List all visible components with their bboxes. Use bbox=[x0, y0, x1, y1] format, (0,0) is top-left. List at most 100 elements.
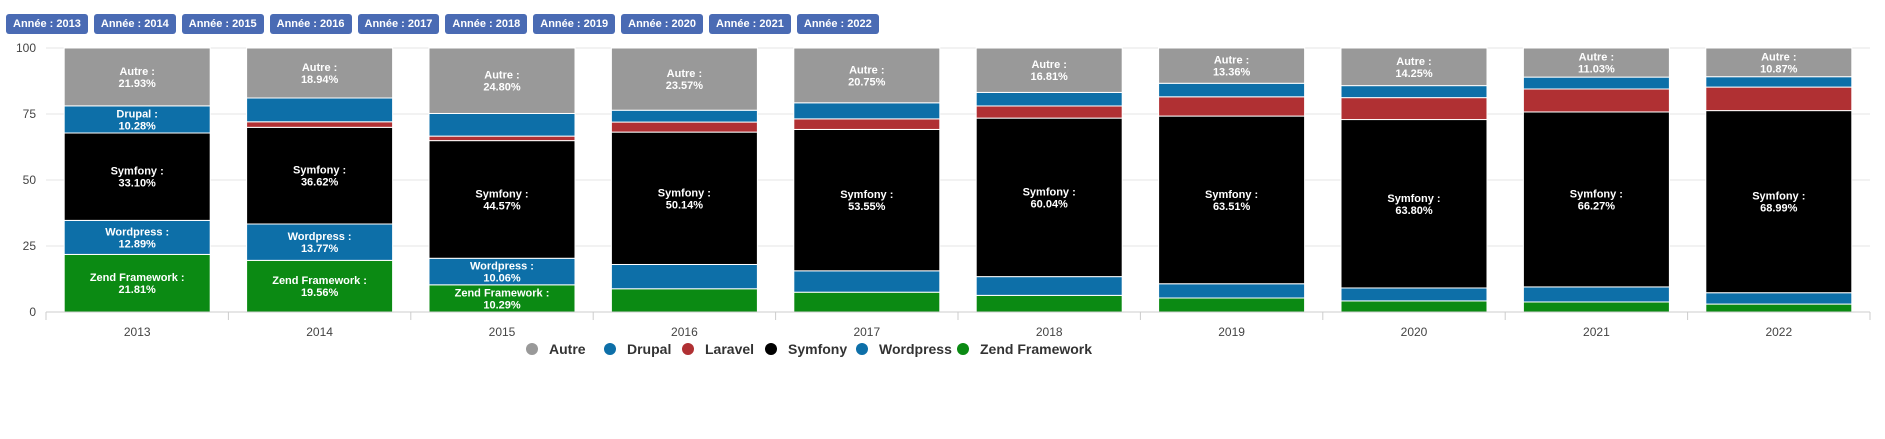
data-label: Symfony :50.14% bbox=[658, 187, 711, 211]
y-tick-label: 75 bbox=[23, 107, 37, 121]
bar-segment-laravel-2022[interactable] bbox=[1705, 86, 1853, 112]
legend-marker-zend-framework[interactable] bbox=[957, 343, 969, 355]
bar-segment-wordpress-2019[interactable] bbox=[1158, 283, 1306, 299]
bar-segment-drupal-2021[interactable] bbox=[1522, 76, 1670, 90]
data-label: Autre :16.81% bbox=[1031, 59, 1069, 83]
year-button-2017[interactable]: Année : 2017 bbox=[357, 14, 440, 34]
year-button-2019[interactable]: Année : 2019 bbox=[533, 14, 616, 34]
year-button-2016[interactable]: Année : 2016 bbox=[269, 14, 352, 34]
bar-segment-autre-2021[interactable] bbox=[1522, 47, 1670, 78]
bar-segment-wordpress-2022[interactable] bbox=[1705, 292, 1853, 305]
bar-segment-autre-2020[interactable] bbox=[1340, 47, 1488, 87]
bar-segment-zend-framework-2017[interactable] bbox=[793, 291, 941, 313]
bar-segment-wordpress-2013[interactable] bbox=[63, 219, 211, 255]
bar-segment-wordpress-2021[interactable] bbox=[1522, 286, 1670, 303]
bar-segment-laravel-2016[interactable] bbox=[610, 121, 758, 133]
bar-segment-symfony-2021[interactable] bbox=[1522, 111, 1670, 288]
legend-marker-drupal[interactable] bbox=[604, 343, 616, 355]
bar-segment-autre-2022[interactable] bbox=[1705, 47, 1853, 78]
data-label: Zend Framework :10.29% bbox=[455, 287, 550, 311]
data-label: Symfony :68.99% bbox=[1752, 191, 1805, 215]
bar-segment-zend-framework-2018[interactable] bbox=[975, 294, 1123, 313]
bar-segment-laravel-2018[interactable] bbox=[975, 105, 1123, 119]
x-tick-label: 2020 bbox=[1401, 325, 1428, 339]
bar-segment-symfony-2017[interactable] bbox=[793, 128, 941, 272]
bar-segment-autre-2017[interactable] bbox=[793, 47, 941, 104]
data-label: Symfony :63.80% bbox=[1387, 193, 1440, 217]
x-tick-label: 2016 bbox=[671, 325, 698, 339]
x-tick-label: 2013 bbox=[124, 325, 151, 339]
data-label: Wordpress :10.06% bbox=[470, 261, 534, 285]
bar-segment-drupal-2015[interactable] bbox=[428, 112, 576, 137]
bar-segment-zend-framework-2020[interactable] bbox=[1340, 300, 1488, 313]
bar-segment-symfony-2020[interactable] bbox=[1340, 119, 1488, 289]
bar-segment-symfony-2015[interactable] bbox=[428, 140, 576, 259]
bar-segment-autre-2015[interactable] bbox=[428, 47, 576, 114]
legend-marker-autre[interactable] bbox=[526, 343, 538, 355]
legend-item-laravel[interactable]: Laravel bbox=[705, 341, 754, 357]
segment-labels: Zend Framework :21.81% Wordpress :12.89% S… bbox=[90, 51, 1806, 311]
year-button-2021[interactable]: Année : 2021 bbox=[709, 14, 791, 34]
legend-item-wordpress[interactable]: Wordpress bbox=[879, 341, 952, 357]
bar-segment-wordpress-2018[interactable] bbox=[975, 276, 1123, 296]
stacked-bar-chart: Zend Framework :21.81% Wordpress :12.89% S… bbox=[16, 41, 1871, 357]
y-tick-label: 50 bbox=[23, 173, 37, 187]
year-button-2018[interactable]: Année : 2018 bbox=[445, 14, 528, 34]
bar-segment-zend-framework-2019[interactable] bbox=[1158, 297, 1306, 313]
data-label: Wordpress :13.77% bbox=[288, 231, 352, 255]
year-button-2022[interactable]: Année : 2022 bbox=[796, 14, 879, 34]
legend-item-autre[interactable]: Autre bbox=[549, 341, 586, 357]
bar-segment-zend-framework-2015[interactable] bbox=[428, 284, 576, 313]
bar-segment-drupal-2018[interactable] bbox=[975, 91, 1123, 107]
bar-segment-zend-framework-2022[interactable] bbox=[1705, 303, 1853, 313]
data-label: Autre :11.03% bbox=[1578, 52, 1615, 76]
x-tick-label: 2014 bbox=[306, 325, 333, 339]
year-button-2014[interactable]: Année : 2014 bbox=[93, 14, 176, 34]
bar-segment-autre-2019[interactable] bbox=[1158, 47, 1306, 84]
bar-segment-wordpress-2016[interactable] bbox=[610, 263, 758, 290]
bar-segment-laravel-2020[interactable] bbox=[1340, 97, 1488, 121]
bars bbox=[63, 47, 1853, 313]
bar-segment-drupal-2016[interactable] bbox=[610, 109, 758, 123]
legend-marker-laravel[interactable] bbox=[682, 343, 694, 355]
bar-segment-drupal-2014[interactable] bbox=[246, 97, 394, 123]
bar-segment-autre-2016[interactable] bbox=[610, 47, 758, 111]
bar-segment-symfony-2019[interactable] bbox=[1158, 115, 1306, 285]
bar-segment-drupal-2019[interactable] bbox=[1158, 82, 1306, 98]
bar-segment-symfony-2014[interactable] bbox=[246, 126, 394, 225]
bar-segment-autre-2013[interactable] bbox=[63, 47, 211, 107]
bar-segment-zend-framework-2021[interactable] bbox=[1522, 301, 1670, 313]
year-button-2015[interactable]: Année : 2015 bbox=[181, 14, 264, 34]
legend-marker-symfony[interactable] bbox=[765, 343, 777, 355]
year-button-2020[interactable]: Année : 2020 bbox=[621, 14, 703, 34]
bar-segment-symfony-2016[interactable] bbox=[610, 131, 758, 265]
data-label: Zend Framework :21.81% bbox=[90, 272, 185, 296]
bar-segment-laravel-2021[interactable] bbox=[1522, 88, 1670, 113]
bar-segment-wordpress-2015[interactable] bbox=[428, 257, 576, 286]
x-tick-label: 2018 bbox=[1036, 325, 1063, 339]
legend-item-zend-framework[interactable]: Zend Framework bbox=[980, 341, 1092, 357]
data-label: Autre :14.25% bbox=[1395, 56, 1433, 80]
bar-segment-wordpress-2017[interactable] bbox=[793, 270, 941, 293]
bar-segment-symfony-2022[interactable] bbox=[1705, 110, 1853, 294]
data-label: Autre :21.93% bbox=[119, 66, 157, 90]
bar-segment-laravel-2019[interactable] bbox=[1158, 96, 1306, 117]
bar-segment-drupal-2020[interactable] bbox=[1340, 85, 1488, 99]
bar-segment-wordpress-2014[interactable] bbox=[246, 223, 394, 261]
bar-segment-zend-framework-2016[interactable] bbox=[610, 288, 758, 313]
legend-item-symfony[interactable]: Symfony bbox=[788, 341, 847, 357]
bar-segment-laravel-2015[interactable] bbox=[428, 135, 576, 142]
bar-segment-drupal-2022[interactable] bbox=[1705, 76, 1853, 88]
legend-item-drupal[interactable]: Drupal bbox=[627, 341, 671, 357]
bar-segment-zend-framework-2013[interactable] bbox=[63, 253, 211, 313]
bar-segment-laravel-2014[interactable] bbox=[246, 121, 394, 128]
legend-marker-wordpress[interactable] bbox=[856, 343, 868, 355]
bar-segment-laravel-2017[interactable] bbox=[793, 118, 941, 130]
y-tick-label: 100 bbox=[16, 41, 36, 55]
bar-segment-drupal-2017[interactable] bbox=[793, 102, 941, 120]
bar-segment-autre-2018[interactable] bbox=[975, 47, 1123, 93]
year-button-2013[interactable]: Année : 2013 bbox=[6, 14, 88, 34]
bar-segment-autre-2014[interactable] bbox=[246, 47, 394, 99]
data-label: Symfony :63.51% bbox=[1205, 189, 1258, 213]
bar-segment-wordpress-2020[interactable] bbox=[1340, 287, 1488, 302]
